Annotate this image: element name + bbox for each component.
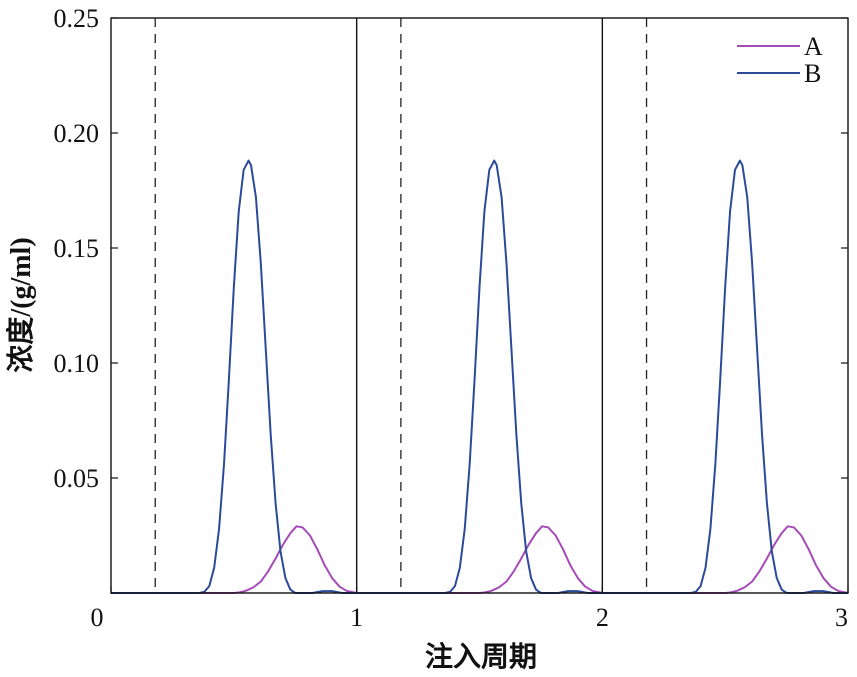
x-tick-label: 3	[835, 603, 848, 632]
y-tick-label: 0.25	[54, 4, 100, 33]
axis-ticks	[110, 17, 849, 593]
y-tick-label: 0.20	[54, 119, 100, 148]
x-tick-label: 0	[91, 603, 104, 632]
x-tick-label: 1	[350, 603, 363, 632]
y-tick-label: 0.10	[54, 349, 100, 378]
x-tick-label: 2	[596, 603, 609, 632]
y-tick-label: 0.15	[54, 234, 100, 263]
tick-labels: 0.05 0.10 0.15 0.20 0.25 0 1 2 3	[54, 4, 849, 632]
legend-label-b: B	[804, 59, 821, 88]
plot-frame	[110, 17, 849, 594]
y-axis-title: 浓度/(g/ml)	[5, 237, 37, 372]
series-lines	[111, 159, 849, 594]
plot-border	[110, 17, 849, 594]
y-tick-label: 0.05	[54, 464, 100, 493]
x-axis-title: 注入周期	[425, 640, 537, 673]
legend-label-a: A	[804, 32, 823, 61]
legend: AB	[737, 32, 823, 88]
series-line-b	[111, 159, 848, 594]
series-line-a	[111, 525, 849, 594]
period-separators	[355, 18, 604, 593]
